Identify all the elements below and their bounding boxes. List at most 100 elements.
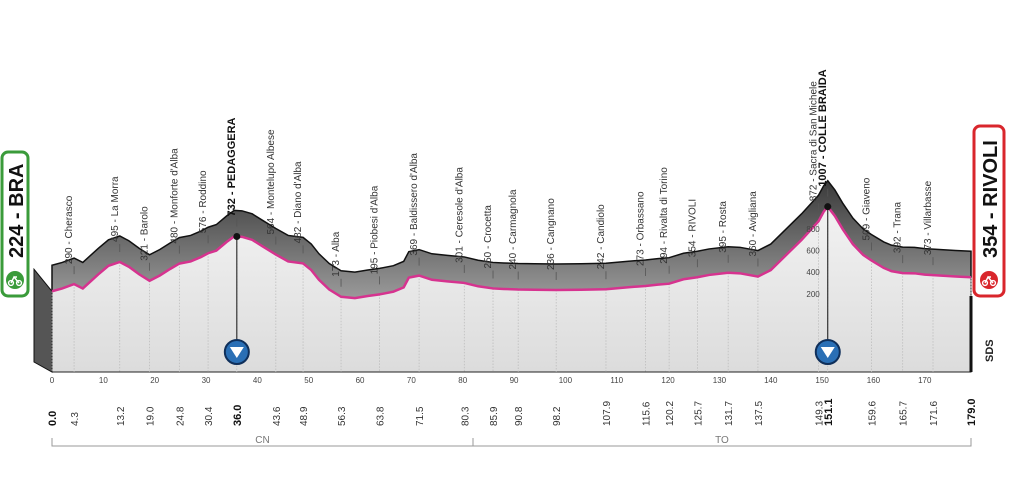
finish-badge: 354 - RIVOLI <box>972 124 1006 298</box>
start-badge-frame <box>0 150 30 298</box>
distance-ticks: 0 10 20 30 40 50 60 70 80 90 100 110 120 130 140 150 160… <box>50 376 932 385</box>
km-label: 19.0 <box>146 406 157 426</box>
distance-tick-label: 140 <box>764 376 778 385</box>
distance-tick-label: 80 <box>458 376 467 385</box>
waypoint-label: 242 - Candiolo <box>596 204 607 269</box>
gpm-triangle-icon <box>820 347 835 358</box>
gpm-summit-dot <box>233 233 241 241</box>
km-label: 179.0 <box>966 398 978 426</box>
distance-tick-label: 10 <box>99 376 108 385</box>
distance-tick-label: 50 <box>304 376 313 385</box>
km-label: 90.8 <box>514 406 525 426</box>
profile-left-wall <box>33 267 53 373</box>
region-bracket: CN TO <box>51 435 972 447</box>
waypoint-labels: 290 - Cherasco 495 - La Morra 321 - Barolo… <box>64 69 934 287</box>
km-label: 24.8 <box>175 406 186 426</box>
km-label: 48.9 <box>299 406 310 426</box>
finish-bike-icon <box>981 275 997 287</box>
km-label: 56.3 <box>337 406 348 426</box>
waypoint-label: 732 - PEDAGGERA <box>226 117 238 216</box>
distance-tick-label: 160 <box>867 376 881 385</box>
waypoint-label: 301 - Ceresole d'Alba <box>454 167 465 263</box>
waypoint-label: 482 - Diano d'Alba <box>293 161 304 243</box>
km-label: 85.9 <box>489 406 500 426</box>
start-label: 224 - BRA <box>6 164 28 258</box>
waypoint-label: 395 - Rosta <box>718 201 729 253</box>
km-label: 115.6 <box>641 401 652 426</box>
distance-tick-label: 70 <box>407 376 416 385</box>
gpm-markers <box>223 203 841 365</box>
distance-tick-label: 130 <box>713 376 727 385</box>
profile-route-line <box>51 204 972 300</box>
start-icon <box>6 271 24 289</box>
waypoint-label: 321 - Barolo <box>140 206 151 261</box>
finish-icon <box>980 271 998 289</box>
km-label: 107.9 <box>602 401 613 426</box>
region-label-cn: CN <box>255 435 269 446</box>
altitude-tick-label: 200 <box>806 290 820 299</box>
distance-tick-label: 20 <box>150 376 159 385</box>
distance-tick-label: 120 <box>661 376 675 385</box>
altitude-ticks: 200 400 600 800 <box>806 225 820 299</box>
km-label: 137.5 <box>754 401 765 426</box>
waypoint-label: 872 - Sacra di San Michele <box>809 81 820 202</box>
waypoint-label: 564 - Montelupo Albese <box>266 129 277 235</box>
km-label: 165.7 <box>899 401 910 426</box>
km-label: 4.3 <box>70 412 81 426</box>
waypoint-label: 369 - Baldissero d'Alba <box>409 153 420 256</box>
waypoint-label: 354 - RIVOLI <box>687 199 698 257</box>
waypoint-label: 509 - Giaveno <box>861 177 872 240</box>
km-label: 120.2 <box>665 401 676 426</box>
waypoint-guides <box>51 206 972 372</box>
region-bracket-line <box>51 438 972 447</box>
waypoint-label: 576 - Roddino <box>198 170 209 233</box>
distance-tick-label: 90 <box>510 376 519 385</box>
region-label-to: TO <box>715 435 729 446</box>
km-label: 63.8 <box>376 406 387 426</box>
start-badge: 224 - BRA <box>0 150 30 298</box>
km-labels: 0.0 4.3 13.2 19.0 24.8 30.4 36.0 43.6 48.9 56.3 63… <box>47 398 978 426</box>
distance-tick-label: 110 <box>610 376 623 385</box>
altitude-tick-label: 600 <box>806 247 820 256</box>
waypoint-label: 495 - La Morra <box>110 176 121 242</box>
km-label: 149.3 <box>815 401 826 426</box>
distance-tick-label: 100 <box>559 376 573 385</box>
waypoint-label: 480 - Monforte d'Alba <box>169 148 180 244</box>
altitude-tick-label: 400 <box>806 268 820 277</box>
waypoint-label: 290 - Cherasco <box>64 195 75 264</box>
waypoint-label: 1007 - COLLE BRAIDA <box>817 69 829 186</box>
distance-tick-label: 60 <box>356 376 365 385</box>
km-label: 13.2 <box>116 406 127 426</box>
brand-logo: SDS <box>984 339 996 362</box>
waypoint-label: 250 - Crocetta <box>483 205 494 269</box>
gpm-summit-dot <box>824 203 832 211</box>
distance-tick-label: 40 <box>253 376 262 385</box>
altitude-tick-label: 800 <box>806 225 820 234</box>
km-label: 131.7 <box>724 401 735 426</box>
km-label: 98.2 <box>552 406 563 426</box>
waypoint-label: 373 - Villarbasse <box>923 180 934 255</box>
waypoint-label: 392 - Trana <box>893 202 904 254</box>
waypoint-label: 240 - Carmagnola <box>508 189 519 269</box>
km-label: 43.6 <box>272 406 283 426</box>
km-label: 151.1 <box>823 398 835 426</box>
bike-icon <box>7 275 23 287</box>
waypoint-label: 236 - Cangnano <box>546 198 557 270</box>
km-label: 36.0 <box>232 405 244 426</box>
waypoint-label: 294 - Rivalta di Torino <box>659 167 670 264</box>
distance-tick-label: 30 <box>202 376 211 385</box>
distance-tick-label: 0 <box>50 376 55 385</box>
finish-label: 354 - RIVOLI <box>980 140 1002 258</box>
gpm-triangle-icon <box>229 347 244 358</box>
km-label: 80.3 <box>460 406 471 426</box>
finish-badge-frame <box>972 124 1006 298</box>
km-label: 125.7 <box>693 401 704 426</box>
waypoint-label: 173 - Alba <box>331 231 342 276</box>
km-label: 159.6 <box>867 401 878 426</box>
waypoint-label: 273 - Orbassano <box>635 191 646 266</box>
km-label: 171.6 <box>929 401 940 426</box>
distance-tick-label: 170 <box>918 376 932 385</box>
km-label: 71.5 <box>415 406 426 426</box>
